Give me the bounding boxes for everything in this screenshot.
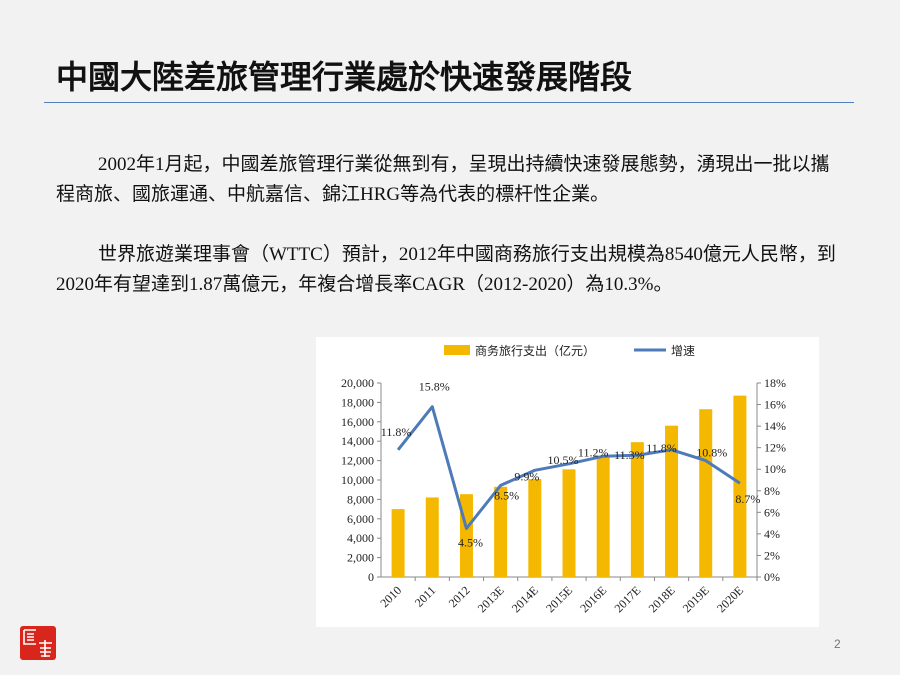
bar (665, 425, 679, 577)
bar (528, 479, 542, 577)
x-tick-label: 2015E (543, 583, 575, 615)
y-right-tick-label: 0% (764, 570, 780, 584)
data-label: 11.3% (614, 448, 645, 462)
slide-title: 中國大陸差旅管理行業處於快速發展階段 (56, 58, 633, 96)
y-left-tick-label: 12,000 (341, 454, 374, 468)
y-right-tick-label: 8% (764, 484, 780, 498)
y-right-tick-label: 14% (764, 419, 786, 433)
x-tick-label: 2014E (509, 583, 541, 615)
bar (391, 509, 405, 577)
x-tick-label: 2017E (611, 583, 643, 615)
x-tick-label: 2019E (680, 583, 712, 615)
data-label: 11.8% (646, 441, 677, 455)
paragraph-2-text: 世界旅遊業理事會（WTTC）預計，2012年中國商務旅行支出規模為8540億元人… (56, 244, 836, 295)
data-label: 10.8% (696, 446, 727, 460)
y-left-tick-label: 14,000 (341, 434, 374, 448)
title-divider (44, 102, 854, 103)
data-label: 9.9% (514, 469, 539, 483)
y-left-tick-label: 20,000 (341, 376, 374, 390)
bar (630, 442, 644, 577)
data-label: 8.5% (494, 488, 519, 502)
chart-panel: 商务旅行支出（亿元） 增速 0 2,000 4,000 6,000 8,000 10,000 1… (316, 337, 819, 627)
y-left-tick-label: 8,000 (347, 492, 374, 506)
x-tick-label: 2010 (377, 583, 404, 610)
y-left-tick-label: 16,000 (341, 415, 374, 429)
y-right-tick-label: 18% (764, 376, 786, 390)
y-left-tick-label: 18,000 (341, 395, 374, 409)
data-label: 11.2% (578, 445, 609, 459)
legend-bar-label: 商务旅行支出（亿元） (475, 343, 595, 358)
x-tick-label: 2013E (475, 583, 507, 615)
data-label: 4.5% (458, 536, 483, 550)
bar (733, 395, 747, 577)
bar (494, 486, 508, 577)
y-right-tick-label: 4% (764, 527, 780, 541)
logo-icon (20, 626, 56, 660)
data-label: 11.8% (381, 425, 412, 439)
growth-line (396, 405, 741, 530)
y-right-tick-label: 6% (764, 505, 780, 519)
y-right-tick-label: 16% (764, 398, 786, 412)
paragraph-2: 世界旅遊業理事會（WTTC）預計，2012年中國商務旅行支出規模為8540億元人… (56, 240, 841, 300)
legend-line-label: 增速 (671, 344, 695, 358)
bar (596, 455, 610, 577)
y-right-tick-label: 12% (764, 441, 786, 455)
x-tick-label: 2018E (646, 583, 678, 615)
y-left-tick-label: 10,000 (341, 473, 374, 487)
data-label: 15.8% (419, 380, 450, 394)
legend-bar-swatch (444, 345, 470, 355)
bar (699, 409, 713, 577)
bar (425, 497, 439, 577)
x-tick-label: 2020E (714, 583, 746, 615)
y-left-tick-label: 0 (368, 570, 374, 584)
data-label: 10.5% (548, 453, 579, 467)
bar (562, 469, 576, 577)
paragraph-1-text: 2002年1月起，中國差旅管理行業從無到有，呈現出持續快速發展態勢，湧現出一批以… (56, 154, 830, 205)
y-right-tick-label: 10% (764, 462, 786, 476)
paragraph-1: 2002年1月起，中國差旅管理行業從無到有，呈現出持續快速發展態勢，湧現出一批以… (56, 150, 841, 210)
x-tick-label: 2011 (412, 583, 439, 610)
y-left-tick-label: 2,000 (347, 551, 374, 565)
y-right-tick-label: 2% (764, 548, 780, 562)
data-label: 8.7% (735, 492, 760, 506)
chart-svg: 商务旅行支出（亿元） 增速 0 2,000 4,000 6,000 8,000 10,000 1… (341, 343, 786, 615)
y-left-tick-label: 6,000 (347, 512, 374, 526)
page-number: 2 (834, 637, 841, 651)
x-tick-label: 2016E (577, 583, 609, 615)
y-left-tick-label: 4,000 (347, 531, 374, 545)
logo (20, 626, 56, 660)
x-tick-label: 2012 (446, 583, 473, 610)
